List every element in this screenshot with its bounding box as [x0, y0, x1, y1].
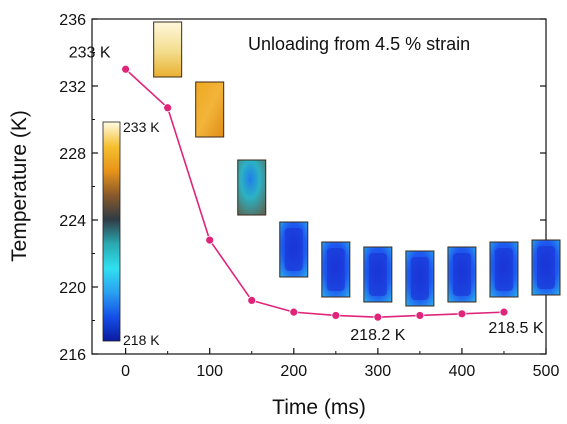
colorbar-max-label: 233 K — [123, 119, 160, 135]
thermal-frame — [363, 246, 393, 303]
data-point — [415, 311, 425, 320]
x-tick-label: 400 — [449, 363, 476, 380]
x-axis-title: Time (ms) — [272, 396, 366, 419]
series-group — [121, 64, 509, 322]
y-tick-label: 224 — [59, 213, 86, 230]
point-label: 218.2 K — [350, 327, 405, 344]
data-point — [205, 235, 215, 245]
thermal-frame — [531, 239, 561, 296]
thermal-frame — [489, 241, 519, 298]
point-label: 233 K — [69, 44, 111, 61]
series-line — [125, 68, 504, 318]
y-tick-label: 236 — [59, 12, 86, 29]
thermal-frame — [405, 250, 435, 307]
point-label-group: 233 K 218.2 K 218.5 K — [69, 44, 544, 344]
y-axis-title: Temperature (K) — [8, 110, 31, 262]
y-tick-label: 220 — [59, 280, 86, 297]
thermal-frame — [447, 246, 477, 303]
data-point — [457, 309, 467, 319]
data-point — [373, 312, 383, 322]
data-point — [289, 307, 299, 317]
colorbar: 233 K 218 K — [102, 119, 160, 348]
y-tick-label: 216 — [59, 347, 86, 364]
y-tick-label: 232 — [59, 79, 86, 96]
y-tick-label: 228 — [59, 146, 86, 163]
point-label: 218.5 K — [488, 320, 543, 337]
data-point — [331, 311, 341, 320]
thermal-frames — [153, 21, 561, 307]
data-point — [499, 307, 509, 317]
thermal-frame — [153, 21, 183, 78]
thermal-frame — [321, 241, 351, 298]
x-axis: 0 100 200 300 400 500 — [121, 348, 559, 380]
thermal-frame — [237, 159, 267, 216]
thermal-frame — [279, 221, 309, 278]
colorbar-min-label: 218 K — [123, 332, 160, 348]
thermal-frame — [195, 81, 225, 138]
colorbar-gradient — [102, 121, 121, 342]
x-tick-label: 100 — [196, 363, 223, 380]
x-tick-label: 200 — [280, 363, 307, 380]
data-point — [247, 295, 257, 305]
x-tick-label: 300 — [365, 363, 392, 380]
x-tick-label: 500 — [533, 363, 560, 380]
data-point — [121, 64, 131, 74]
y-axis: 216 220 224 228 232 236 — [59, 12, 546, 364]
annotation-title: Unloading from 4.5 % strain — [248, 34, 470, 54]
data-point — [163, 103, 173, 113]
x-tick-label: 0 — [121, 363, 130, 380]
